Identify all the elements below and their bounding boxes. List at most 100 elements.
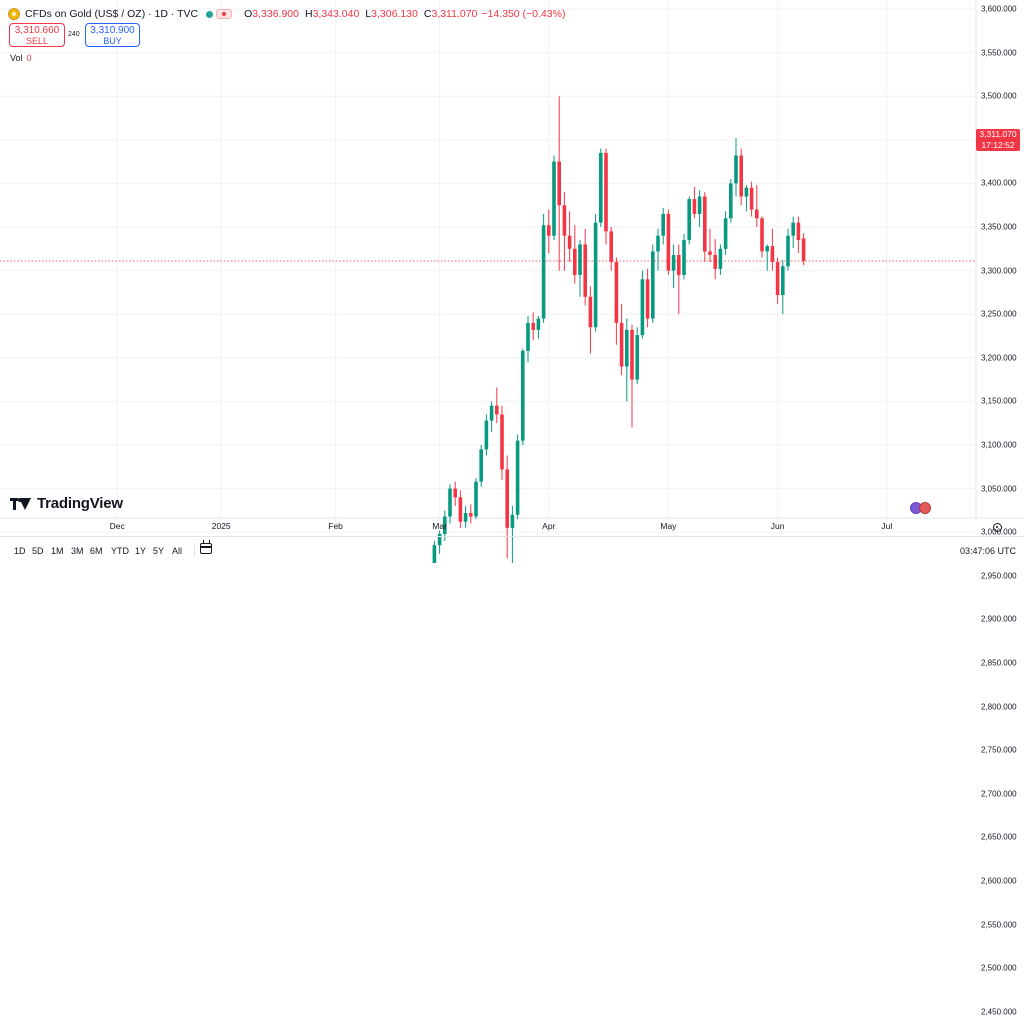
candle-body — [469, 513, 473, 517]
price-tick-label: 3,250.000 — [981, 309, 1017, 319]
low-value: 3,306.130 — [371, 8, 418, 20]
candle-body — [599, 152, 603, 223]
open-value: 3,336.900 — [252, 8, 299, 20]
close-label: C — [423, 8, 432, 20]
volume-label: Vol — [10, 53, 23, 63]
candle-body — [510, 514, 515, 528]
time-tick-label: Dec — [109, 521, 125, 531]
range-6m[interactable]: 6M — [90, 546, 103, 556]
candle-body — [801, 238, 806, 261]
candle-body — [775, 261, 780, 296]
candle-body — [734, 155, 738, 184]
sell-price: 3,310.660 — [14, 25, 60, 36]
visibility-icon[interactable] — [216, 9, 233, 19]
candle-body — [760, 218, 764, 252]
candle-body — [666, 213, 671, 271]
range-5d[interactable]: 5D — [32, 546, 44, 556]
candle-body — [635, 335, 639, 380]
candle-body — [796, 222, 801, 241]
price-tick-label: 2,850.000 — [981, 658, 1017, 668]
sell-button[interactable]: 3,310.660 SELL — [9, 23, 65, 47]
us-flag-event-icon[interactable] — [919, 502, 931, 514]
candle-body — [682, 240, 686, 275]
candle-body — [505, 469, 509, 528]
candle-body — [739, 155, 743, 197]
low-label: L — [365, 8, 372, 20]
candle-body — [723, 218, 728, 249]
price-chart[interactable] — [0, 0, 1024, 563]
candle-body — [458, 497, 463, 522]
time-tick-label: Jun — [770, 521, 785, 531]
price-tick-label: 3,000.000 — [981, 527, 1017, 537]
candle-body — [604, 152, 608, 232]
time-tick-label: 2025 — [211, 521, 231, 531]
price-tick-label: 2,700.000 — [981, 789, 1017, 799]
candle-body — [541, 225, 546, 319]
candle-body — [781, 266, 785, 296]
candle-body — [521, 350, 525, 441]
candle-body — [625, 329, 629, 367]
candle-body — [536, 318, 541, 330]
bottom-toolbar: 1D 5D 1M 3M 6M YTD 1Y 5Y All 03:47:06 UT… — [0, 536, 1024, 563]
range-ytd[interactable]: YTD — [111, 546, 129, 556]
events-markers[interactable] — [910, 502, 931, 514]
candle-body — [573, 248, 577, 275]
open-label: O — [244, 8, 253, 20]
price-tick-label: 2,800.000 — [981, 702, 1017, 712]
candle-body — [713, 254, 717, 269]
candle-body — [463, 513, 468, 522]
market-status-icon — [206, 10, 214, 18]
candle-body — [755, 209, 759, 219]
candle-body — [474, 481, 478, 517]
price-tick-label: 2,450.000 — [981, 1007, 1017, 1016]
price-tick-label: 2,900.000 — [981, 614, 1017, 624]
candle-body — [562, 205, 567, 236]
toolbar-divider — [194, 543, 195, 557]
candle-body — [791, 222, 795, 236]
symbol-title[interactable]: CFDs on Gold (US$ / OZ) · 1D · TVC — [25, 8, 199, 20]
candle-body — [651, 251, 655, 319]
range-5y[interactable]: 5Y — [153, 546, 165, 556]
price-axis[interactable]: 3,600.0003,550.0003,500.0003,450.0003,40… — [977, 0, 1024, 1016]
current-price-value: 3,311.070 — [979, 129, 1017, 139]
candle-body — [489, 405, 494, 421]
range-1y[interactable]: 1Y — [135, 546, 147, 556]
range-3m[interactable]: 3M — [71, 546, 84, 556]
price-tick-label: 3,600.000 — [981, 4, 1017, 14]
time-tick-label: Feb — [328, 521, 343, 531]
candle-body — [619, 322, 624, 367]
utc-clock[interactable]: 03:47:06 UTC — [959, 546, 1016, 556]
tradingview-logo[interactable]: TradingView — [10, 495, 123, 512]
candle-body — [671, 254, 676, 271]
candle-body — [718, 248, 723, 269]
price-tick-label: 2,600.000 — [981, 876, 1017, 886]
calendar-icon[interactable] — [200, 540, 212, 554]
chart-grid — [0, 0, 1024, 533]
candle-body — [744, 187, 749, 197]
price-tick-label: 2,950.000 — [981, 571, 1017, 581]
candle-body — [583, 244, 587, 297]
spread-value: 240 — [68, 31, 80, 38]
bar-countdown: 17:12:52 — [981, 140, 1015, 150]
candle-body — [484, 420, 489, 450]
candle-body — [630, 329, 634, 380]
time-tick-label: Apr — [542, 521, 556, 531]
volume-legend[interactable]: Vol 0 — [10, 53, 32, 63]
candle-body — [515, 440, 520, 515]
candle-body — [765, 246, 769, 252]
candle-body — [729, 183, 733, 219]
candle-body — [770, 246, 775, 262]
high-label: H — [304, 8, 313, 20]
price-tick-label: 3,100.000 — [981, 440, 1017, 450]
candle-body — [703, 196, 707, 252]
range-1m[interactable]: 1M — [51, 546, 64, 556]
range-1d[interactable]: 1D — [14, 546, 26, 556]
candle-body — [453, 488, 457, 498]
gear-icon[interactable] — [993, 523, 1002, 532]
candle-body — [588, 296, 593, 328]
tradingview-logo-icon — [10, 497, 32, 510]
buy-button[interactable]: 3,310.900 BUY — [85, 23, 140, 47]
price-tick-label: 3,050.000 — [981, 484, 1017, 494]
candle-body — [708, 251, 712, 255]
range-all[interactable]: All — [172, 546, 183, 556]
